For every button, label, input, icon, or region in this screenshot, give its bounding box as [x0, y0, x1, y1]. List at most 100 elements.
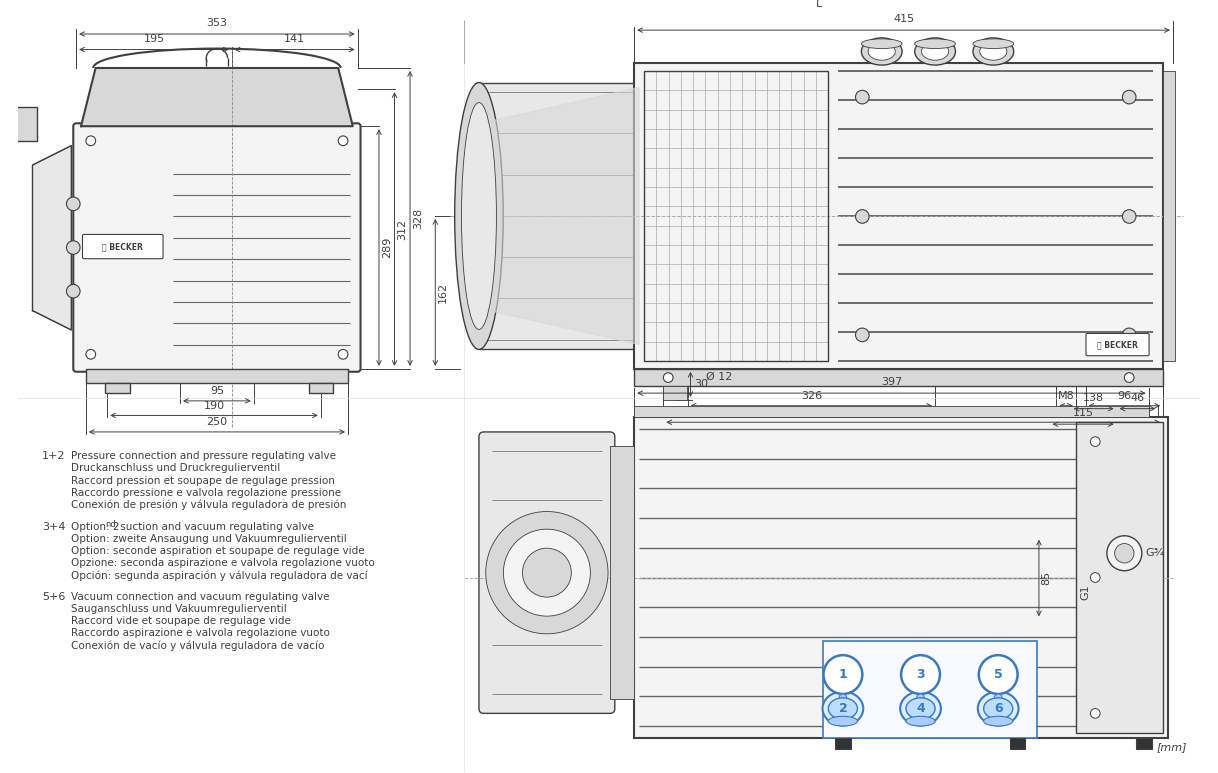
Text: 141: 141 — [284, 34, 306, 44]
Bar — [836, 737, 850, 749]
Text: G¾: G¾ — [1146, 548, 1166, 558]
Text: 46: 46 — [1130, 393, 1145, 403]
Circle shape — [339, 349, 348, 359]
Text: 353: 353 — [206, 19, 228, 28]
Ellipse shape — [915, 39, 955, 49]
Bar — [1010, 737, 1026, 749]
Text: 195: 195 — [144, 34, 164, 44]
Ellipse shape — [906, 698, 935, 719]
Text: 6: 6 — [994, 702, 1002, 715]
Text: 312: 312 — [397, 219, 407, 240]
Text: M8: M8 — [1057, 391, 1074, 401]
Circle shape — [839, 694, 847, 702]
Ellipse shape — [984, 698, 1012, 719]
Bar — [86, 369, 348, 383]
Text: Sauganschluss und Vakuumregulierventil: Sauganschluss und Vakuumregulierventil — [72, 604, 287, 615]
Text: Pressure connection and pressure regulating valve: Pressure connection and pressure regulat… — [72, 451, 336, 461]
Text: ⌖ BECKER: ⌖ BECKER — [102, 242, 144, 251]
Text: [mm]: [mm] — [1157, 742, 1188, 752]
Text: Conexión de vacío y válvula reguladora de vacío: Conexión de vacío y válvula reguladora d… — [72, 641, 325, 651]
Bar — [105, 383, 129, 393]
Text: 138: 138 — [1083, 393, 1105, 403]
Text: 3+4: 3+4 — [43, 522, 66, 532]
Ellipse shape — [906, 717, 935, 726]
Text: 4: 4 — [916, 702, 924, 715]
Text: Raccord pression et soupape de regulage pression: Raccord pression et soupape de regulage … — [72, 475, 335, 485]
Circle shape — [339, 136, 348, 145]
Text: Raccord vide et soupape de regulage vide: Raccord vide et soupape de regulage vide — [72, 616, 291, 626]
Text: 30: 30 — [694, 380, 709, 390]
Text: Vacuum connection and vacuum regulating valve: Vacuum connection and vacuum regulating … — [72, 592, 330, 602]
Circle shape — [994, 694, 1002, 702]
Text: Raccordo aspirazione e valvola regolazione vuoto: Raccordo aspirazione e valvola regolazio… — [72, 628, 330, 638]
Circle shape — [1090, 437, 1100, 447]
Circle shape — [1090, 709, 1100, 718]
Bar — [635, 406, 1149, 417]
Text: 397: 397 — [881, 377, 903, 387]
Text: Conexión de presión y válvula reguladora de presión: Conexión de presión y válvula reguladora… — [72, 500, 347, 510]
Text: Ø 12: Ø 12 — [706, 372, 732, 382]
Polygon shape — [33, 145, 72, 330]
Ellipse shape — [822, 692, 864, 726]
Text: 115: 115 — [1073, 408, 1094, 418]
Text: ⌖ BECKER: ⌖ BECKER — [1097, 340, 1138, 349]
Circle shape — [1124, 373, 1134, 383]
Circle shape — [1123, 90, 1136, 104]
Text: 328: 328 — [413, 208, 423, 229]
Circle shape — [855, 209, 870, 223]
Ellipse shape — [523, 548, 571, 597]
Circle shape — [664, 373, 674, 383]
Circle shape — [1123, 209, 1136, 223]
Text: 162: 162 — [438, 282, 448, 303]
Circle shape — [67, 197, 80, 211]
Circle shape — [917, 694, 924, 702]
Text: Opción: segunda aspiración y válvula reguladora de vací: Opción: segunda aspiración y válvula reg… — [72, 570, 368, 581]
Ellipse shape — [486, 512, 608, 634]
Text: 326: 326 — [800, 391, 822, 401]
Text: 190: 190 — [203, 400, 224, 410]
Ellipse shape — [828, 698, 857, 719]
Text: 95: 95 — [209, 386, 224, 396]
Text: nd: nd — [106, 519, 116, 529]
Bar — [644, 71, 828, 361]
Text: 5: 5 — [994, 668, 1002, 681]
Bar — [635, 369, 1163, 386]
Circle shape — [901, 656, 940, 694]
Bar — [309, 383, 334, 393]
Circle shape — [1123, 328, 1136, 342]
Circle shape — [86, 349, 95, 359]
Text: 415: 415 — [893, 15, 915, 24]
Circle shape — [86, 136, 95, 145]
Ellipse shape — [979, 43, 1007, 60]
Polygon shape — [484, 87, 639, 345]
Text: L: L — [816, 0, 822, 9]
Ellipse shape — [922, 43, 949, 60]
Ellipse shape — [861, 39, 903, 49]
Bar — [10, 107, 38, 141]
Circle shape — [1107, 536, 1141, 570]
Circle shape — [855, 328, 870, 342]
FancyBboxPatch shape — [73, 124, 361, 372]
Text: 289: 289 — [381, 237, 392, 258]
Text: Option: seconde aspiration et soupape de regulage vide: Option: seconde aspiration et soupape de… — [72, 546, 365, 556]
FancyBboxPatch shape — [479, 432, 615, 713]
Circle shape — [823, 656, 862, 694]
Text: 2: 2 — [838, 702, 848, 715]
Text: 96: 96 — [1117, 391, 1132, 401]
Ellipse shape — [503, 530, 591, 616]
Circle shape — [979, 656, 1017, 694]
Bar — [1075, 422, 1163, 733]
Ellipse shape — [984, 717, 1012, 726]
Ellipse shape — [454, 83, 503, 349]
Circle shape — [855, 90, 870, 104]
Ellipse shape — [868, 43, 895, 60]
FancyBboxPatch shape — [1086, 333, 1149, 356]
Bar — [610, 447, 635, 699]
Ellipse shape — [900, 692, 942, 726]
Circle shape — [1114, 543, 1134, 563]
Text: 250: 250 — [206, 417, 228, 427]
Text: 1+2: 1+2 — [43, 451, 66, 461]
Ellipse shape — [973, 39, 1013, 49]
Text: 1: 1 — [838, 668, 848, 681]
Text: Druckanschluss und Druckregulierventil: Druckanschluss und Druckregulierventil — [72, 464, 280, 474]
